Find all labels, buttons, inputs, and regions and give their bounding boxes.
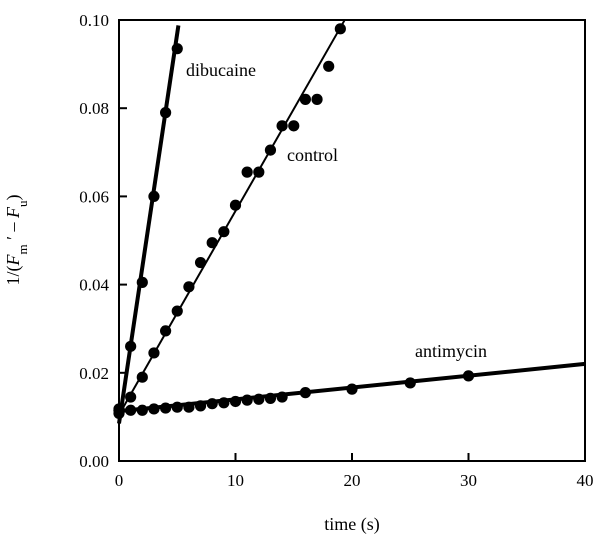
plot-frame xyxy=(119,20,585,461)
data-point-antimycin xyxy=(405,377,416,388)
y-tick-label: 0.10 xyxy=(79,11,109,30)
x-tick-label: 40 xyxy=(577,471,594,490)
data-point-antimycin xyxy=(230,396,241,407)
data-point-control xyxy=(253,167,264,178)
data-point-control xyxy=(242,167,253,178)
data-point-antimycin xyxy=(218,397,229,408)
data-point-antimycin xyxy=(463,370,474,381)
data-point-control xyxy=(300,94,311,105)
y-axis-title: 1/(Fm ′ – Fu) xyxy=(3,194,30,285)
x-tick-label: 20 xyxy=(344,471,361,490)
data-point-control xyxy=(265,144,276,155)
x-axis-title: time (s) xyxy=(324,514,380,535)
data-point-antimycin xyxy=(277,391,288,402)
data-point-control xyxy=(218,226,229,237)
data-point-dibucaine xyxy=(172,43,183,54)
x-tick-label: 30 xyxy=(460,471,477,490)
data-point-dibucaine xyxy=(160,107,171,118)
data-point-antimycin xyxy=(242,395,253,406)
x-tick-label: 0 xyxy=(115,471,124,490)
data-point-control xyxy=(288,120,299,131)
data-point-antimycin xyxy=(265,393,276,404)
ticks: 0.00 0.02 0.04 0.06 0.08 0.10 0 10 20 30 40 xyxy=(79,11,593,490)
data-point-control xyxy=(335,23,346,34)
data-point-control xyxy=(125,391,136,402)
data-point-control xyxy=(230,200,241,211)
y-tick-label: 0.08 xyxy=(79,99,109,118)
data-point-antimycin xyxy=(160,402,171,413)
series-label-control: control xyxy=(287,145,338,165)
data-point-control xyxy=(195,257,206,268)
data-point-antimycin xyxy=(148,403,159,414)
data-point-control xyxy=(160,325,171,336)
y-tick-label: 0.02 xyxy=(79,364,109,383)
data-point-antimycin xyxy=(125,405,136,416)
data-point-antimycin xyxy=(172,402,183,413)
data-point-antimycin xyxy=(253,394,264,405)
data-point-control xyxy=(277,120,288,131)
data-point-dibucaine xyxy=(148,191,159,202)
data-point-control xyxy=(323,61,334,72)
fit-lines xyxy=(119,19,585,423)
series-label-dibucaine: dibucaine xyxy=(186,60,256,80)
y-tick-label: 0.06 xyxy=(79,187,109,206)
data-point-antimycin xyxy=(195,400,206,411)
data-point-antimycin xyxy=(183,402,194,413)
data-point-control xyxy=(183,281,194,292)
series-label-antimycin: antimycin xyxy=(415,341,487,361)
data-point-antimycin xyxy=(300,387,311,398)
data-point-dibucaine xyxy=(137,277,148,288)
data-point-antimycin xyxy=(207,398,218,409)
data-point-antimycin xyxy=(346,384,357,395)
data-point-control xyxy=(172,305,183,316)
y-tick-label: 0.00 xyxy=(79,452,109,471)
data-point-antimycin xyxy=(137,405,148,416)
data-point-control xyxy=(137,372,148,383)
data-point-antimycin xyxy=(113,403,124,414)
x-tick-label: 10 xyxy=(227,471,244,490)
data-point-control xyxy=(148,347,159,358)
data-point-control xyxy=(207,237,218,248)
data-point-dibucaine xyxy=(125,341,136,352)
y-tick-label: 0.04 xyxy=(79,276,109,295)
data-point-control xyxy=(311,94,322,105)
